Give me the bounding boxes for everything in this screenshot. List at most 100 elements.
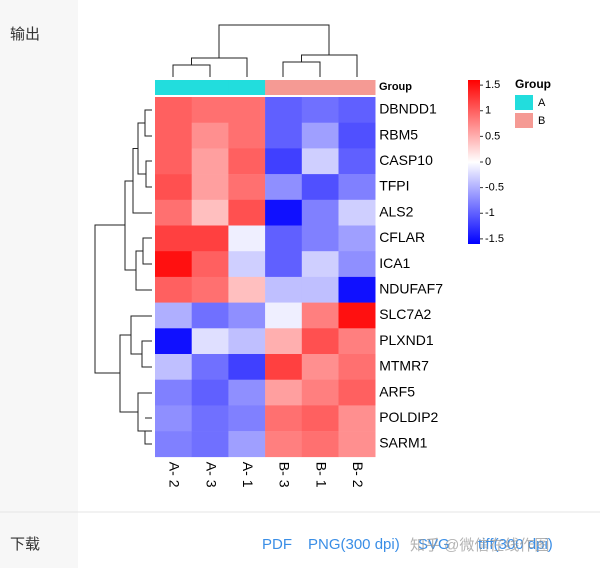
row-label: CASP10 [379, 152, 433, 168]
download-link[interactable]: PNG(300 dpi) [308, 536, 400, 553]
row-label: TFPI [379, 178, 409, 194]
sidebar [0, 0, 78, 568]
heat-cell [265, 302, 303, 329]
heat-cell [155, 148, 192, 175]
heat-cell [191, 276, 229, 303]
heat-cell [301, 225, 339, 252]
heat-cell [191, 328, 229, 355]
annotation-label: Group [379, 81, 412, 93]
legend-swatch [515, 113, 533, 128]
heat-cell [228, 379, 266, 406]
heat-cell [155, 431, 192, 458]
heat-cell [265, 431, 303, 458]
heat-cell [338, 379, 376, 406]
color-tick-label: 0 [485, 156, 491, 168]
heat-cell [265, 122, 303, 149]
heat-cell [301, 431, 339, 458]
column-label: B- 3 [277, 462, 293, 488]
heat-cell [228, 148, 266, 175]
row-label: RBM5 [379, 126, 418, 142]
heat-cell [301, 354, 339, 380]
column-label: A- 2 [167, 462, 183, 488]
row-label: MTMR7 [379, 358, 429, 374]
heat-cell [301, 122, 339, 149]
heat-cell [191, 302, 229, 329]
heat-cell [228, 97, 266, 123]
row-label: CFLAR [379, 229, 425, 245]
heat-cell [338, 431, 376, 458]
heat-cell [191, 251, 229, 278]
heat-cell [265, 405, 303, 432]
column-dendrogram [172, 24, 358, 77]
download-link[interactable]: SVG [418, 536, 450, 553]
color-tick-label: -0.5 [485, 182, 504, 194]
heat-cell [338, 251, 376, 278]
row-label: SARM1 [379, 435, 427, 451]
heat-cell [338, 97, 376, 123]
color-bar [468, 80, 480, 244]
heat-cell [228, 354, 266, 380]
heat-cell [338, 276, 376, 303]
heat-cell [265, 199, 303, 226]
heat-cell [338, 302, 376, 329]
column-label: B- 1 [313, 462, 329, 488]
group-cell [301, 80, 339, 95]
heat-cell [228, 405, 266, 432]
heat-cell [228, 276, 266, 303]
heat-cell [265, 328, 303, 355]
heat-cell [265, 354, 303, 380]
heat-cell [338, 174, 376, 201]
heat-cell [265, 379, 303, 406]
row-label: ICA1 [379, 255, 410, 271]
heat-cell [265, 276, 303, 303]
output-label: 输出 [10, 26, 40, 43]
row-dendrogram [94, 109, 152, 445]
download-link[interactable]: PDF [262, 536, 292, 553]
column-label: A- 1 [240, 462, 256, 488]
heat-cell [301, 97, 339, 123]
heat-cell [301, 276, 339, 303]
row-label: PLXND1 [379, 332, 434, 348]
heat-cell [191, 174, 229, 201]
color-tick-label: 0.5 [485, 130, 500, 142]
heat-cell [301, 379, 339, 406]
heat-cell [338, 199, 376, 226]
heat-cell [155, 251, 192, 278]
heat-cell [301, 328, 339, 355]
heat-cell [301, 148, 339, 175]
heat-cell [191, 405, 229, 432]
legend-label: A [538, 97, 546, 109]
heat-cell [265, 251, 303, 278]
heat-cell [155, 276, 192, 303]
color-tick-label: 1 [485, 105, 491, 117]
heat-cell [155, 122, 192, 149]
heat-cell [301, 174, 339, 201]
group-cell [155, 80, 192, 95]
row-label: ALS2 [379, 203, 413, 219]
heat-cell [338, 148, 376, 175]
download-label: 下载 [10, 536, 40, 553]
heat-cell [228, 328, 266, 355]
group-cell [338, 80, 376, 95]
heat-cell [155, 354, 192, 380]
heat-cell [301, 251, 339, 278]
watermark: 知乎 @微信在线作图 [410, 537, 549, 554]
heat-cell [155, 199, 192, 226]
heat-cell [155, 97, 192, 123]
heat-cell [338, 354, 376, 380]
heat-cell [155, 174, 192, 201]
row-label: POLDIP2 [379, 409, 438, 425]
row-label: NDUFAF7 [379, 280, 443, 296]
heat-cell [265, 174, 303, 201]
row-label: DBNDD1 [379, 101, 437, 117]
heat-cell [191, 379, 229, 406]
heat-cell [338, 225, 376, 252]
heat-cell [191, 225, 229, 252]
heat-cell [265, 97, 303, 123]
heat-cell [228, 122, 266, 149]
heat-cell [155, 379, 192, 406]
column-label: B- 2 [350, 462, 366, 488]
download-link[interactable]: tiff(300 dpi) [478, 536, 553, 553]
group-cell [265, 80, 303, 95]
heat-cell [228, 251, 266, 278]
